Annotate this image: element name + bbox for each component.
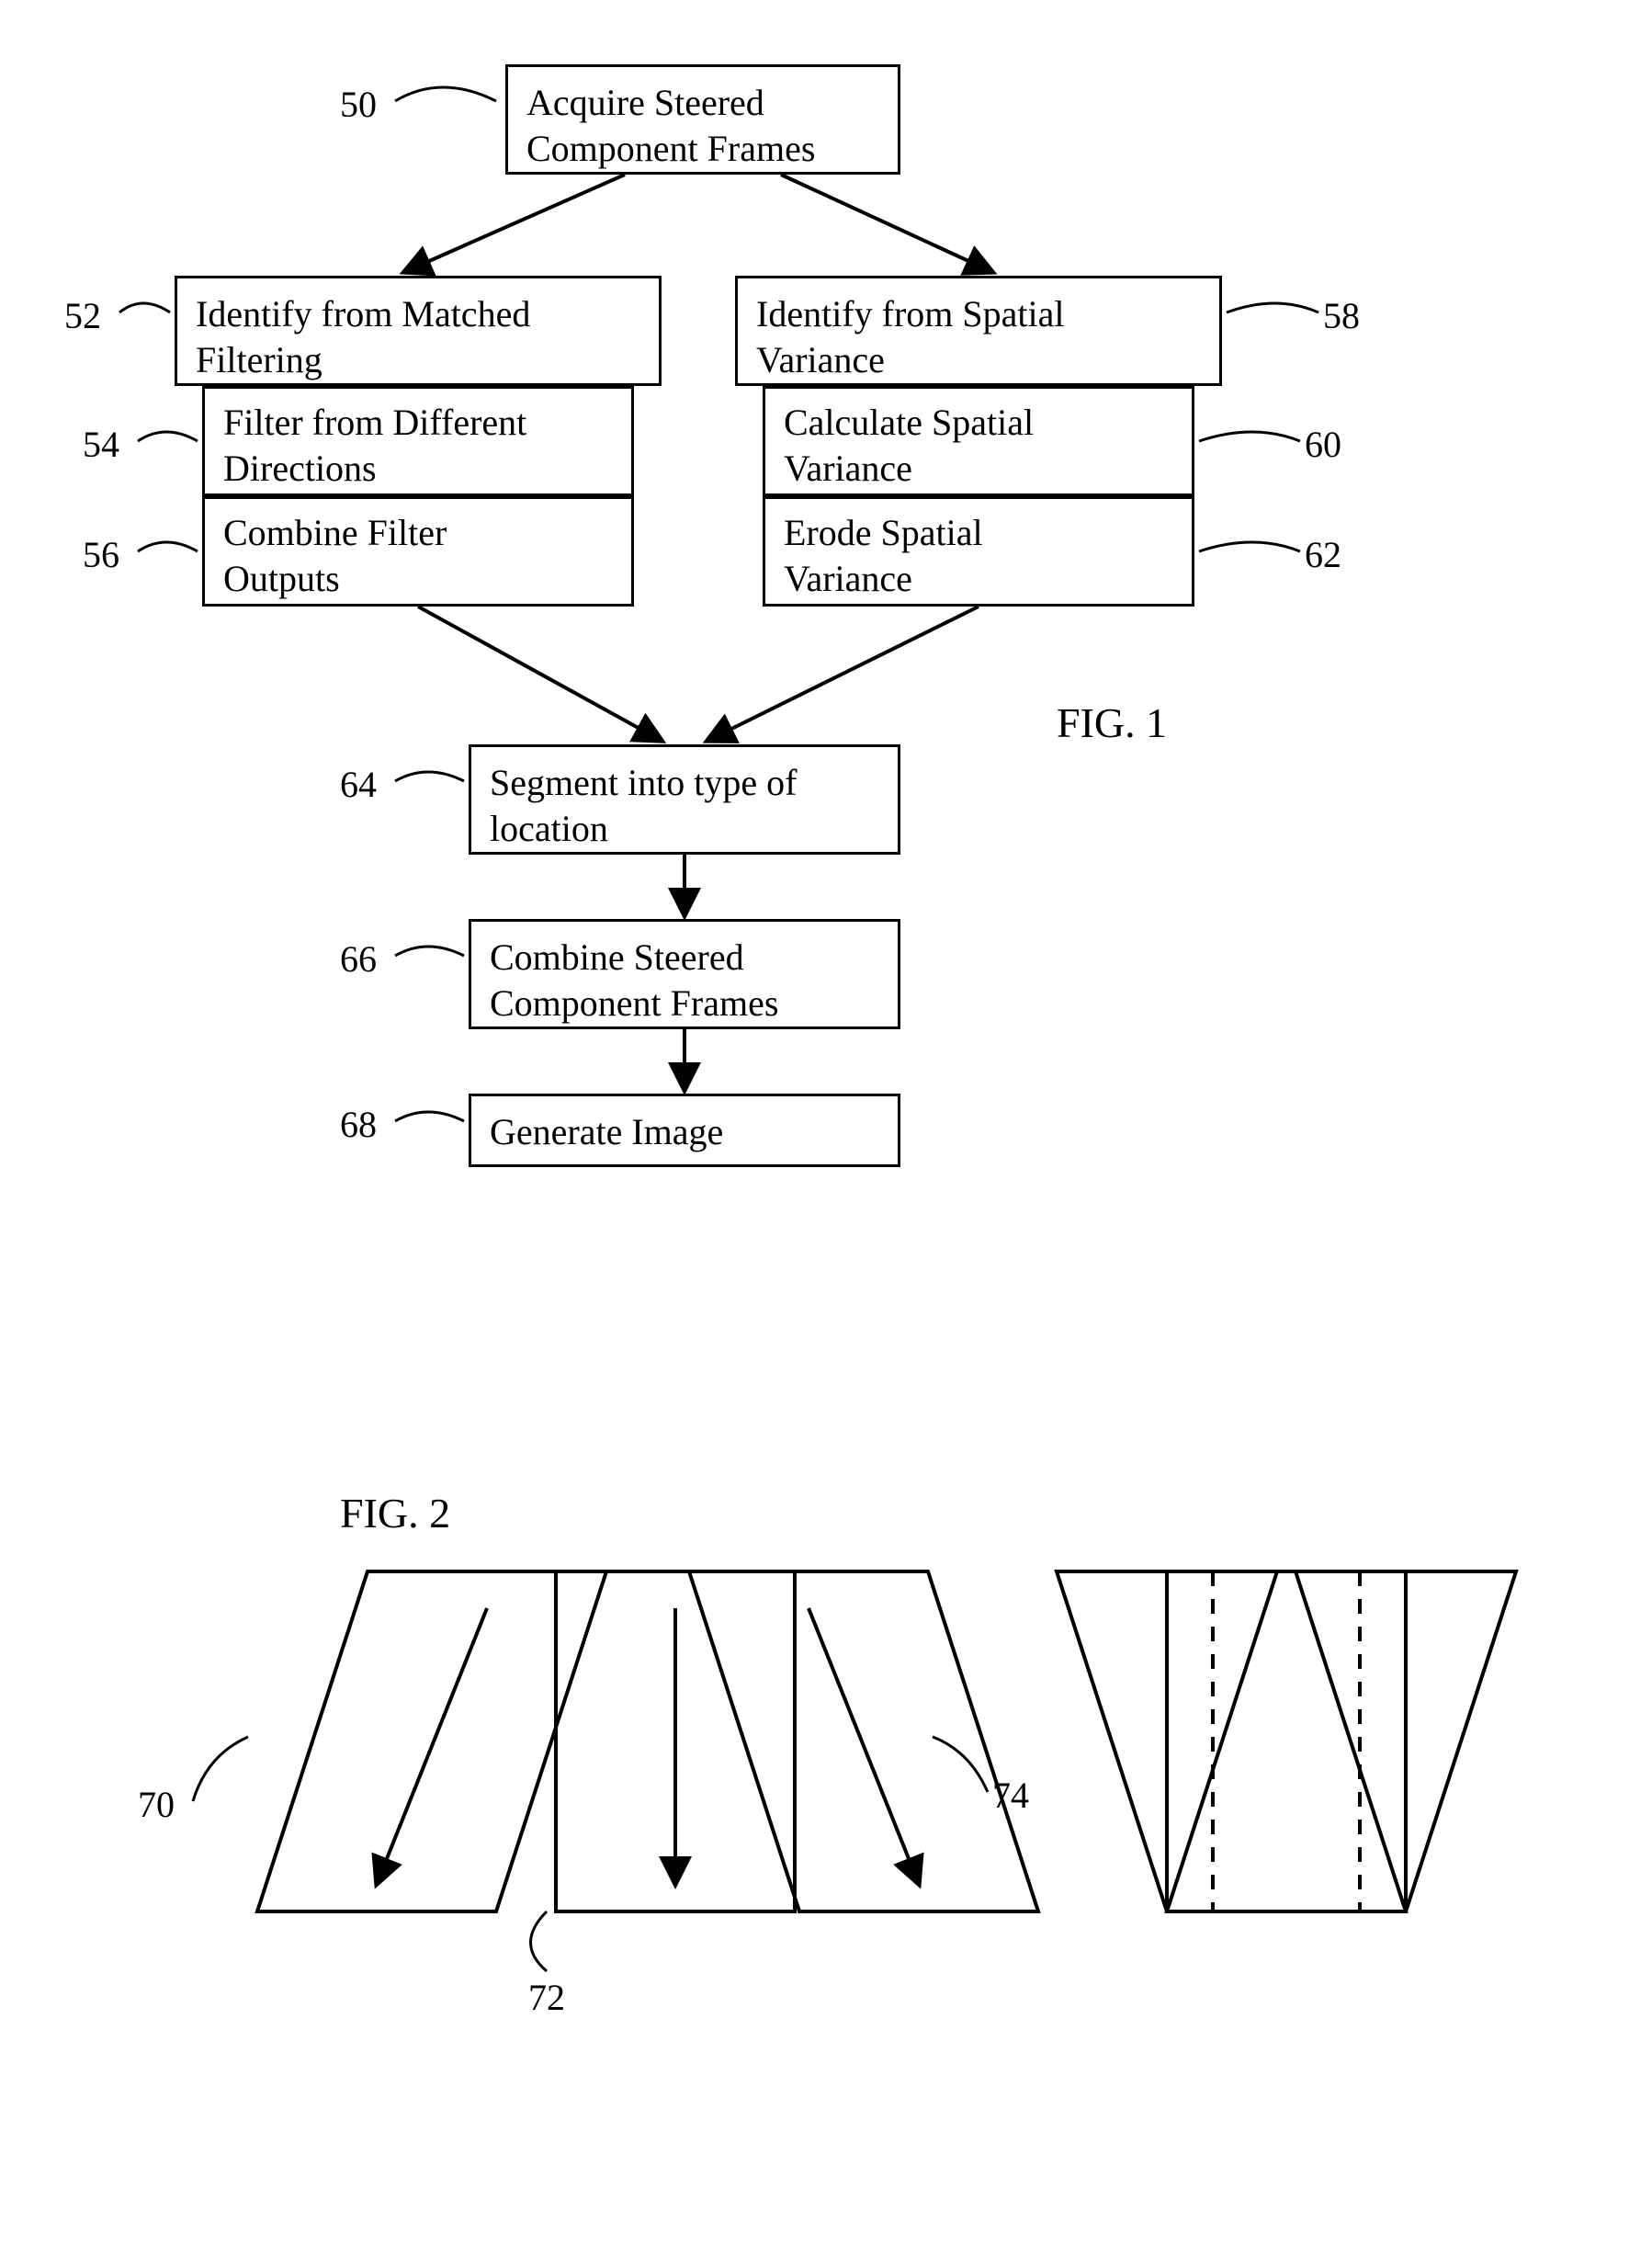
ref-60: 60 (1305, 423, 1341, 466)
fig1-label: FIG. 1 (1057, 698, 1167, 747)
box-acquire: Acquire SteeredComponent Frames (505, 64, 900, 175)
fig2-label: FIG. 2 (340, 1489, 450, 1537)
ref-56: 56 (83, 533, 119, 576)
ref-68: 68 (340, 1103, 377, 1146)
ref-70: 70 (138, 1783, 175, 1826)
box-calc-variance: Calculate SpatialVariance (763, 386, 1194, 496)
ref-74: 74 (992, 1774, 1029, 1817)
ref-58: 58 (1323, 294, 1360, 337)
ref-52: 52 (64, 294, 101, 337)
box-identify-matched: Identify from MatchedFiltering (175, 276, 662, 386)
ref-50: 50 (340, 83, 377, 126)
ref-64: 64 (340, 763, 377, 806)
box-combine-filter: Combine FilterOutputs (202, 496, 634, 607)
box-erode-variance: Erode SpatialVariance (763, 496, 1194, 607)
figure-stage: Acquire SteeredComponent Frames Identify… (0, 0, 1652, 2257)
box-combine-steered: Combine SteeredComponent Frames (469, 919, 900, 1029)
box-identify-variance: Identify from SpatialVariance (735, 276, 1222, 386)
box-filter-directions: Filter from DifferentDirections (202, 386, 634, 496)
ref-66: 66 (340, 937, 377, 981)
box-segment: Segment into type oflocation (469, 744, 900, 855)
box-generate-image: Generate Image (469, 1094, 900, 1167)
ref-54: 54 (83, 423, 119, 466)
ref-72: 72 (528, 1976, 565, 2019)
fig2-shapes (257, 1571, 1516, 1911)
ref-62: 62 (1305, 533, 1341, 576)
